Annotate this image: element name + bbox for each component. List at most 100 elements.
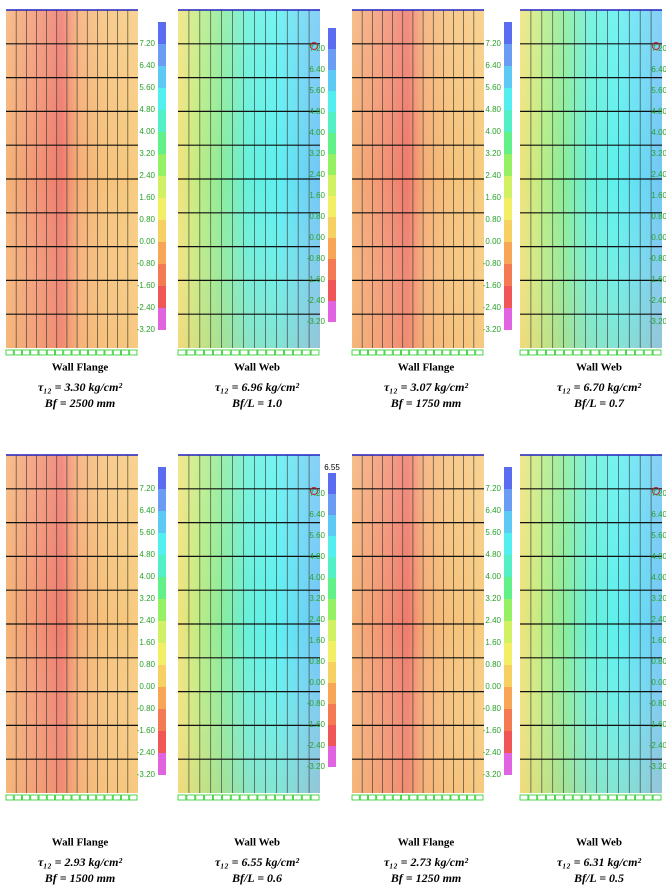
colorbar-segment [328,259,336,280]
support [249,350,257,355]
panel: 7.206.405.604.804.003.202.401.600.800.00… [6,10,166,410]
colorbar-segment [158,242,166,264]
caption-title: Wall Web [576,837,622,849]
colorbar-segment [504,66,512,88]
colorbar-label: 1.60 [139,638,155,647]
colorbar-label: 0.80 [139,660,155,669]
support [582,350,590,355]
colorbar-segment [328,196,336,217]
support [435,795,442,800]
support [352,350,359,355]
colorbar-label: -0.80 [307,699,326,708]
support [122,795,129,800]
colorbar-label: 6.40 [139,506,155,515]
colorbar-segment [158,308,166,330]
support [426,350,433,355]
colorbar-segment [328,494,336,515]
support [122,350,129,355]
colorbar-label: 0.80 [485,215,501,224]
colorbar-label: -1.60 [649,720,666,729]
colorbar-label: -2.40 [483,303,502,312]
support [293,350,301,355]
colorbar-label: -1.60 [483,726,502,735]
colorbar-label: 4.00 [309,573,325,582]
support [196,350,204,355]
colorbar-segment [158,264,166,286]
colorbar-segment [504,88,512,110]
colorbar-label: 4.00 [139,127,155,136]
colorbar-label: 0.00 [485,237,501,246]
colorbar-segment [504,709,512,731]
support [609,350,617,355]
support [547,350,555,355]
colorbar-segment [504,22,512,44]
colorbar-label: 6.40 [485,61,501,70]
colorbar-label: -1.60 [483,281,502,290]
support [231,350,239,355]
colorbar-label: 4.00 [309,128,325,137]
support [402,795,409,800]
colorbar-label: 6.40 [139,61,155,70]
colorbar-label: -2.40 [483,748,502,757]
colorbar-label: 2.40 [651,615,666,624]
panel: 7.206.405.604.804.003.202.401.600.800.00… [520,10,666,410]
colorbar-label: 7.20 [485,39,501,48]
support [302,350,310,355]
colorbar-label: 3.20 [309,149,325,158]
colorbar-label: 4.80 [309,107,325,116]
support [302,795,310,800]
colorbar-segment [504,599,512,621]
colorbar-segment [158,176,166,198]
panel: 7.206.405.604.804.003.202.401.600.800.00… [520,455,666,885]
colorbar-label: -3.20 [649,317,666,326]
support [249,795,257,800]
support [451,350,458,355]
colorbar-segment [328,515,336,536]
support [64,350,71,355]
colorbar-label: 5.60 [309,86,325,95]
colorbar-label: 0.00 [651,233,666,242]
colorbar-label: -0.80 [649,254,666,263]
caption-param: Bf/L = 1.0 [231,396,282,410]
support [377,350,384,355]
support [529,795,537,800]
colorbar-segment [328,175,336,196]
support [556,795,564,800]
colorbar-label: -3.20 [483,770,502,779]
colorbar-segment [504,687,512,709]
colorbar-segment [158,198,166,220]
colorbar-label: 0.00 [139,682,155,691]
caption-title: Wall Web [576,362,622,374]
colorbar-segment [504,467,512,489]
support [80,795,87,800]
panel: 7.206.405.604.804.003.202.401.600.800.00… [178,455,340,885]
support [113,795,120,800]
colorbar-segment [504,489,512,511]
colorbar-label: 0.80 [485,660,501,669]
caption-stress: τ₁₂ = 6.96 kg/cm² [215,380,300,394]
colorbar-label: 3.20 [485,149,501,158]
colorbar-label: 4.80 [651,107,666,116]
colorbar-label: -1.60 [137,281,156,290]
colorbar-label: 3.20 [485,594,501,603]
max-label: 6.55 [324,463,340,472]
caption-title: Wall Flange [52,362,109,374]
support [39,350,46,355]
support [80,350,87,355]
colorbar-segment [158,643,166,665]
colorbar-label: 3.20 [139,594,155,603]
colorbar-label: -3.20 [649,762,666,771]
support [556,350,564,355]
support [644,350,652,355]
colorbar-segment [158,687,166,709]
colorbar-label: 0.80 [651,212,666,221]
support [591,795,599,800]
colorbar-label: 7.20 [651,489,666,498]
colorbar-segment [504,308,512,330]
caption-title: Wall Flange [398,362,455,374]
caption-stress: τ₁₂ = 2.73 kg/cm² [384,855,469,869]
colorbar-label: 6.40 [309,510,325,519]
colorbar-label: -2.40 [649,296,666,305]
colorbar-label: -0.80 [649,699,666,708]
support [97,795,104,800]
